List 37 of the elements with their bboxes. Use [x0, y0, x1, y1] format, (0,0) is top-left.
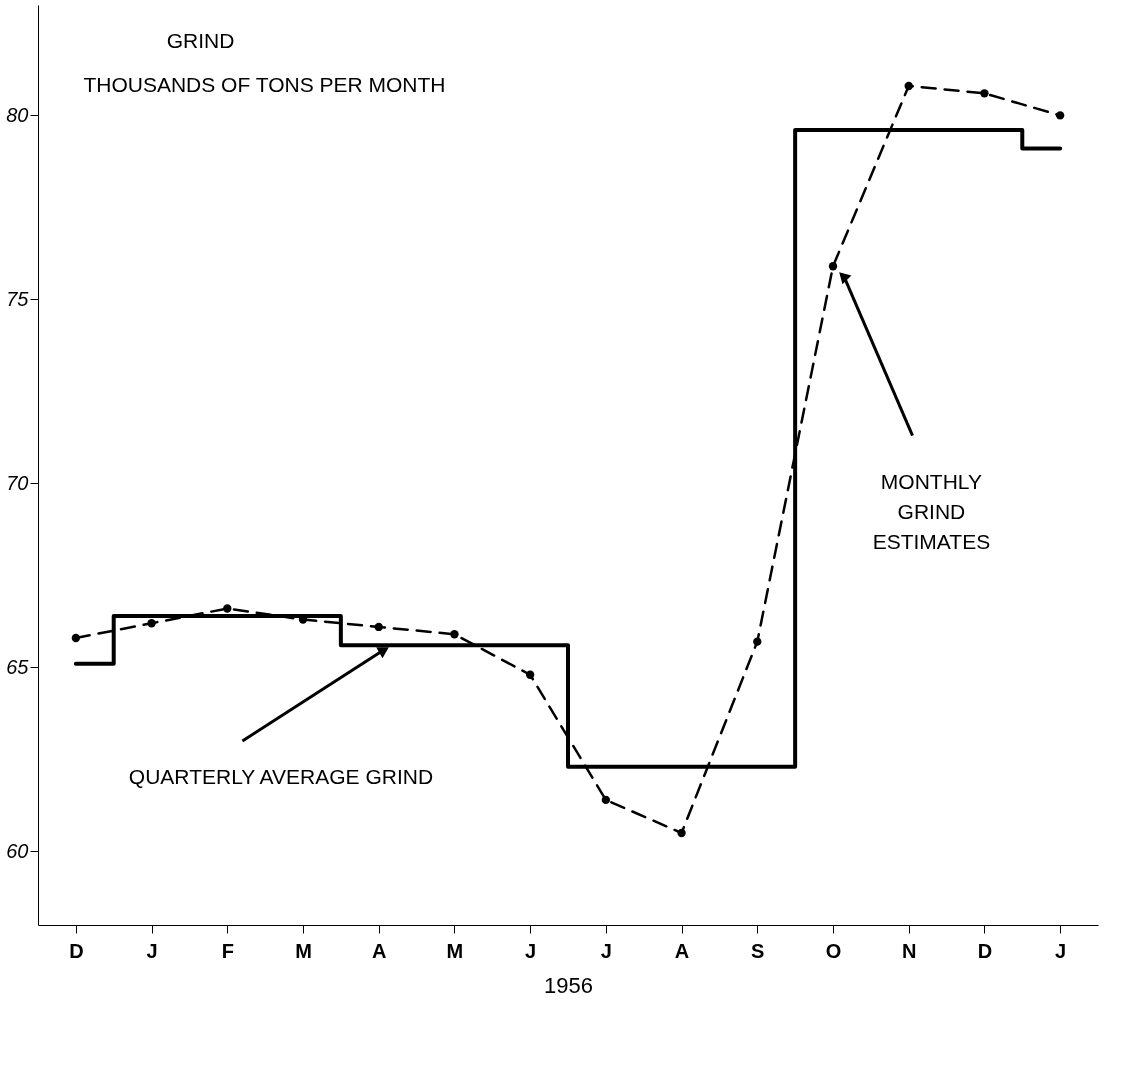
point — [374, 622, 383, 632]
point — [450, 630, 459, 639]
x-tick-label: F — [221, 939, 234, 962]
y-tick-label: 75 — [6, 287, 30, 310]
point — [601, 795, 611, 805]
y-tick-label: 70 — [6, 471, 29, 494]
point — [1055, 111, 1065, 120]
annotation: MONTHLY GRIND ESTIMATES — [872, 470, 991, 554]
x-tick-label: J — [525, 939, 537, 962]
x-tick-label: D — [977, 939, 993, 962]
x-tick-label: J — [146, 939, 158, 962]
x-tick-label: J — [1055, 939, 1067, 962]
x-tick-label: S — [751, 939, 765, 962]
x-tick-label: D — [69, 939, 84, 962]
x-tick-label: O — [825, 939, 842, 962]
text: GRIND — [166, 28, 235, 52]
x-tick-label: J — [600, 939, 612, 962]
point — [753, 637, 762, 646]
x-tick-label: N — [901, 939, 917, 962]
point — [980, 89, 989, 98]
x-axis-title: 1956 — [544, 972, 593, 998]
annotation: QUARTERLY AVERAGE GRIND — [128, 764, 434, 788]
point — [147, 619, 156, 628]
y-tick-label: 80 — [6, 103, 29, 126]
y-tick-label: 60 — [6, 839, 29, 862]
point — [71, 633, 81, 643]
x-tick-label: M — [446, 939, 464, 962]
y-tick-label: 65 — [6, 655, 30, 678]
x-tick-label: A — [674, 939, 690, 962]
point — [525, 670, 535, 679]
point — [904, 81, 913, 91]
x-tick-label: M — [295, 939, 312, 962]
point — [677, 828, 686, 838]
x-tick-label: A — [371, 939, 387, 962]
text: THOUSANDS OF TONS PER MONTH — [83, 72, 446, 96]
point — [223, 604, 232, 613]
point — [828, 262, 838, 271]
